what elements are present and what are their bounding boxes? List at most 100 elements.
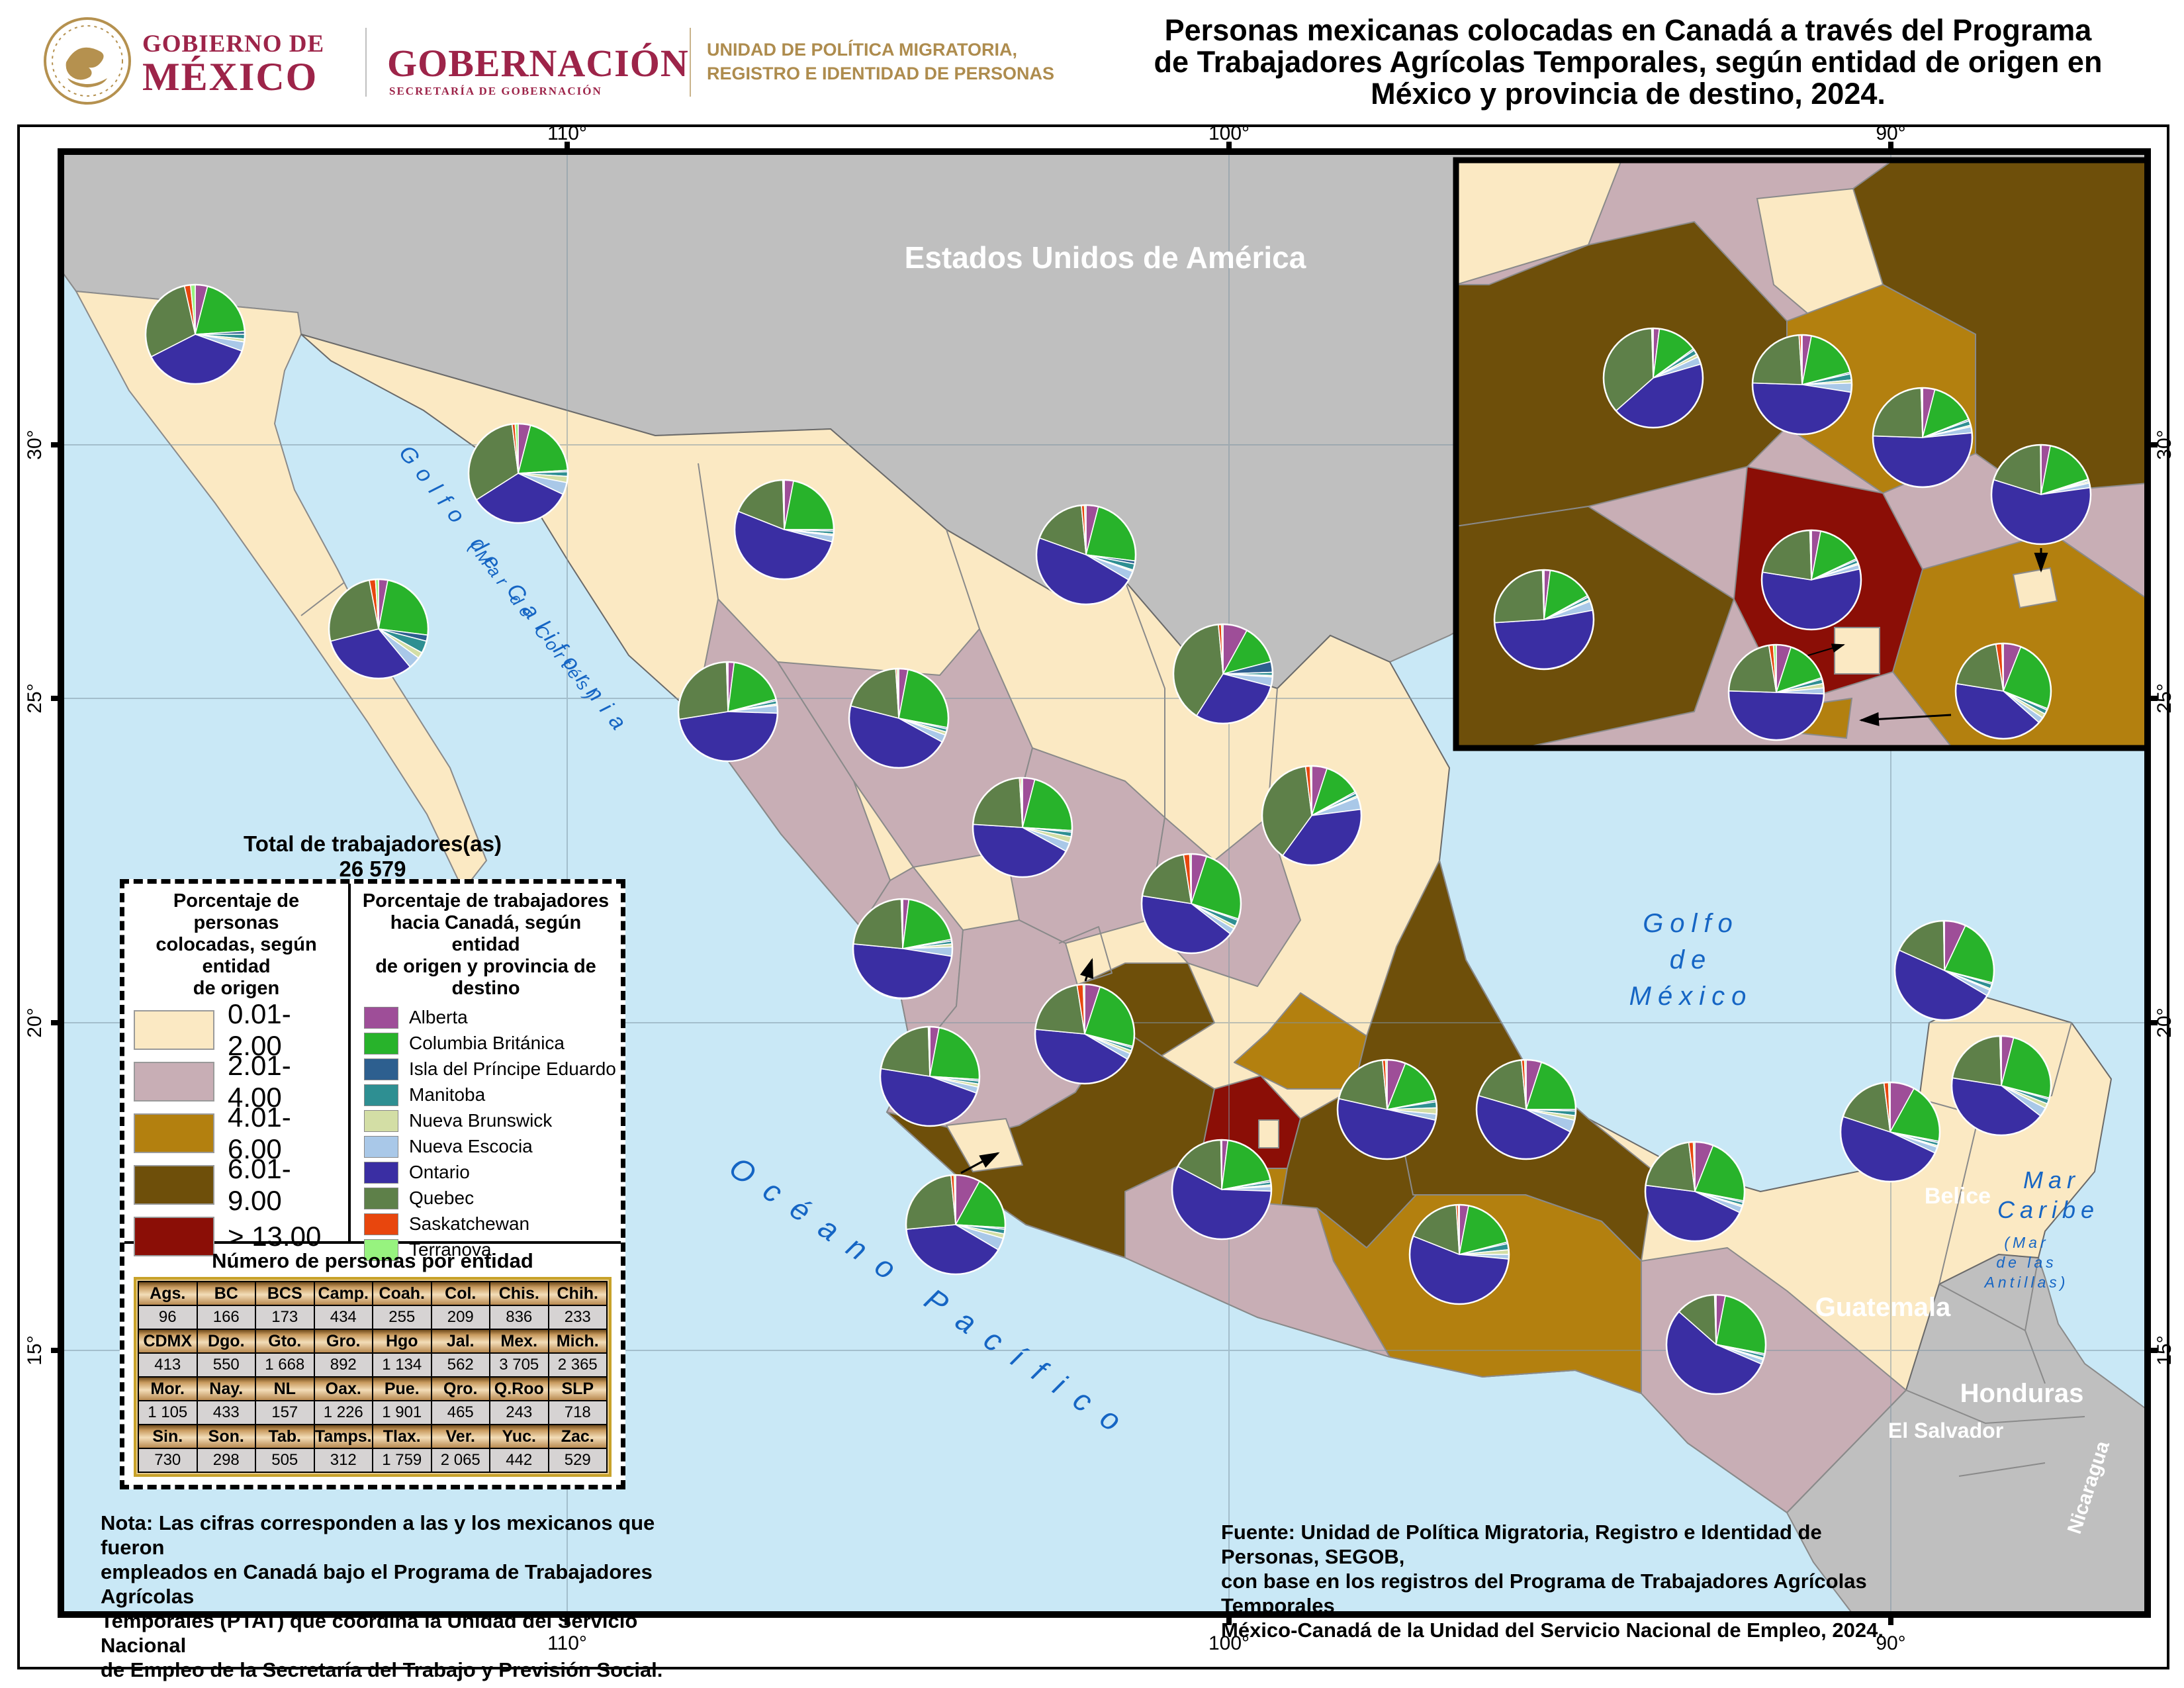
entity-value: 1 668 xyxy=(255,1352,315,1378)
map-frame xyxy=(58,148,2151,1618)
guatemala-label: Guatemala xyxy=(1815,1293,1951,1322)
pie-slice-terranova xyxy=(901,898,903,949)
golfo-mexico-label-2: de xyxy=(1670,945,1713,974)
pie-zacatecas xyxy=(972,776,1073,878)
table-value-row-0: 96 166 173 434 255 209 836 233 xyxy=(138,1305,608,1330)
entity-table: Ags. BC BCS Camp. Coah. Col. Chis. Chih. 96 166 17… xyxy=(138,1281,608,1473)
pie-outline xyxy=(1727,643,1825,741)
pie-outline xyxy=(848,667,950,769)
pie-quintana-roo xyxy=(1950,1035,2052,1137)
axis-bottom-100: 100° xyxy=(1208,1632,1250,1654)
axis-left-20: 20° xyxy=(24,1008,46,1037)
antillas-label-1: (Mar xyxy=(2004,1234,2048,1251)
pie-outline xyxy=(1751,334,1853,436)
gobernacion-label: GOBERNACIÓN xyxy=(387,42,689,85)
entity-value: 550 xyxy=(196,1352,256,1378)
origin-class-range: 0.01-2.00 xyxy=(228,998,291,1061)
pie-guanajuato xyxy=(1602,327,1704,429)
pie-guerrero xyxy=(1171,1139,1273,1241)
origin-class-row-1: 2.01-4.00 xyxy=(134,1050,341,1113)
entity-header: Q.Roo xyxy=(489,1376,549,1401)
origin-class-swatch xyxy=(134,1113,214,1153)
pie-puebla xyxy=(1336,1058,1438,1160)
entity-header: Nay. xyxy=(196,1376,256,1401)
entity-header: Tlax. xyxy=(372,1424,432,1449)
origin-class-row-3: 6.01-9.00 xyxy=(134,1153,341,1216)
origin-class-swatch xyxy=(134,1165,214,1205)
title-line-1: Personas mexicanas colocadas en Canadá a… xyxy=(1164,13,2092,47)
title-line-3: México y provincia de destino, 2024. xyxy=(1371,77,1886,111)
entity-header: Gro. xyxy=(313,1329,373,1354)
origin-class-swatch xyxy=(134,1010,214,1050)
province-name: Nueva Brunswick xyxy=(409,1110,553,1131)
table-header-row-3: Sin. Son. Tab. Tamps. Tlax. Ver. Yuc. Zac. xyxy=(138,1424,608,1449)
pie-outline xyxy=(1035,504,1137,606)
axis-ticks xyxy=(51,142,2158,1625)
entity-header: CDMX xyxy=(138,1329,198,1354)
entity-header: Ags. xyxy=(138,1281,198,1306)
total-workers: Total de trabajadores(as) 26 579 xyxy=(218,831,527,882)
province-row-nueva-escocia: Nueva Escocia xyxy=(364,1135,617,1158)
pie-outline xyxy=(1172,623,1274,725)
entity-header: Tamps. xyxy=(313,1424,373,1449)
entity-value: 413 xyxy=(138,1352,198,1378)
province-swatch xyxy=(364,1109,398,1132)
entity-value: 1 105 xyxy=(138,1400,198,1425)
entity-value: 892 xyxy=(313,1352,373,1378)
pie-coahuila xyxy=(1035,504,1137,606)
entity-header: Camp. xyxy=(313,1281,373,1306)
entity-value: 157 xyxy=(255,1400,315,1425)
table-header-row-1: CDMX Dgo. Gto. Gro. Hgo Jal. Mex. Mich. xyxy=(138,1329,608,1354)
note-text: Nota: Las cifras corresponden a las y lo… xyxy=(101,1511,696,1682)
pie-outline xyxy=(1872,387,1974,489)
entity-header: Hgo xyxy=(372,1329,432,1354)
entity-value: 312 xyxy=(313,1448,373,1473)
pie-slice-terranova xyxy=(1921,387,1923,438)
mexico-label: MÉXICO xyxy=(142,55,318,99)
entity-header: Chis. xyxy=(489,1281,549,1306)
legend-origin-title-3: de origen xyxy=(193,978,280,999)
province-name: Alberta xyxy=(409,1007,468,1027)
pie-slice-terranova xyxy=(2040,444,2042,495)
entity-header: Qro. xyxy=(430,1376,490,1401)
province-swatch xyxy=(364,1161,398,1184)
province-row-terranova: Terranova xyxy=(364,1239,617,1261)
entity-value: 166 xyxy=(196,1305,256,1330)
total-workers-value: 26 579 xyxy=(339,857,406,881)
total-workers-label: Total de trabajadores(as) xyxy=(244,831,502,856)
origin-class-range: 4.01-6.00 xyxy=(228,1102,291,1164)
origin-class-row-0: 0.01-2.00 xyxy=(134,998,341,1061)
entity-value: 529 xyxy=(547,1448,608,1473)
legend-dest-title-3: de origen y provincia de destino xyxy=(375,956,596,999)
header-divider-1 xyxy=(365,28,367,97)
mexico-seal-icon xyxy=(44,17,131,105)
province-swatch xyxy=(364,1135,398,1158)
axis-top-100: 100° xyxy=(1208,122,1250,144)
source-line: con base en los registros del Programa d… xyxy=(1221,1570,1867,1617)
pie-jalisco xyxy=(879,1025,981,1127)
internal-borders xyxy=(698,463,2072,1285)
pie-chiapas xyxy=(1665,1293,1767,1395)
pie-outline xyxy=(1408,1203,1510,1305)
axis-top-90: 90° xyxy=(1876,122,1905,144)
callout-arrows xyxy=(960,958,1093,1174)
entity-header: Son. xyxy=(196,1424,256,1449)
pie-outline xyxy=(1261,765,1363,867)
entity-value: 442 xyxy=(489,1448,549,1473)
note-line: Nota: Las cifras corresponden a las y lo… xyxy=(101,1511,655,1559)
axis-right-15: 15° xyxy=(2154,1335,2175,1365)
entity-header: BCS xyxy=(255,1281,315,1306)
province-row-quebec: Quebec xyxy=(364,1187,617,1209)
origin-class-row-2: 4.01-6.00 xyxy=(134,1102,341,1164)
golfo-mexico-label-3: México xyxy=(1629,982,1753,1011)
table-value-row-3: 730 298 505 312 1 759 2 065 442 529 xyxy=(138,1448,608,1473)
province-name: Nueva Escocia xyxy=(409,1136,533,1156)
entity-header: Gto. xyxy=(255,1329,315,1354)
entity-header: SLP xyxy=(547,1376,608,1401)
source-line: México-Canadá de la Unidad del Servicio … xyxy=(1221,1618,1884,1642)
entity-header: Dgo. xyxy=(196,1329,256,1354)
inset-tlaxcala xyxy=(2012,567,2058,609)
pie-durango xyxy=(848,667,950,769)
table-value-row-1: 413 550 1 668 892 1 134 562 3 705 2 365 xyxy=(138,1352,608,1378)
gobierno-de-label: GOBIERNO DE xyxy=(142,30,325,58)
